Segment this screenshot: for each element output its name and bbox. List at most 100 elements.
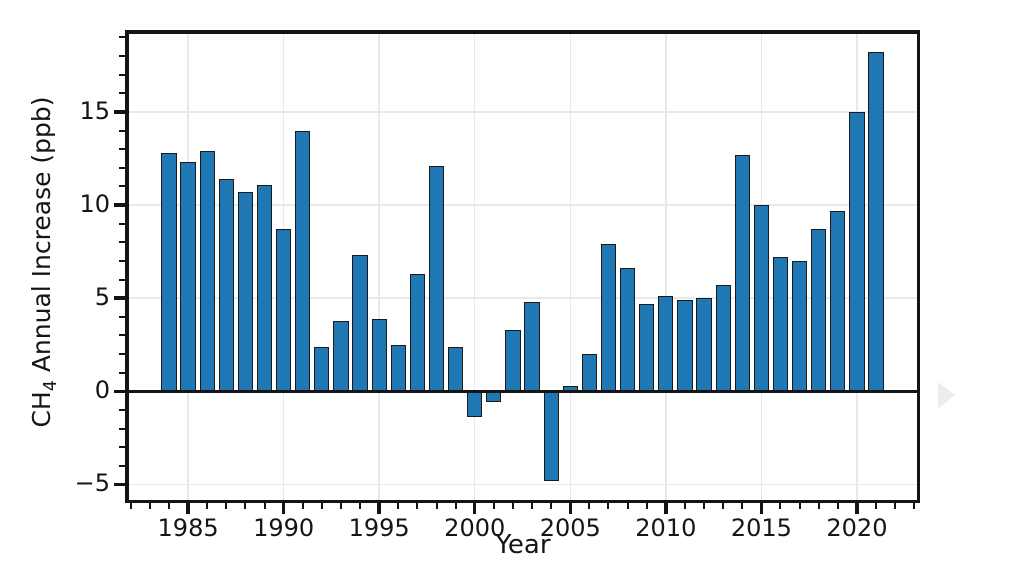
x-minor-tick (894, 503, 897, 509)
y-minor-tick (119, 427, 125, 430)
x-minor-tick (301, 503, 304, 509)
y-major-tick (114, 389, 125, 394)
y-minor-tick (119, 259, 125, 262)
bar-1999 (447, 346, 464, 392)
y-minor-tick (119, 278, 125, 281)
y-minor-tick (119, 148, 125, 151)
bar-1998 (428, 165, 445, 392)
y-major-tick (114, 296, 125, 300)
y-axis-label-suffix: Annual Increase (ppb) (27, 96, 56, 381)
bar-2016 (772, 257, 789, 392)
x-minor-tick (588, 503, 591, 509)
y-axis-label: CH4 Annual Increase (ppb) (27, 96, 61, 427)
x-minor-tick (206, 503, 209, 509)
bar-2014 (734, 154, 750, 392)
y-minor-tick (119, 353, 125, 356)
x-tick-label: 2005 (539, 514, 601, 542)
bar-2002 (505, 329, 521, 392)
x-minor-tick (167, 503, 170, 509)
bar-2019 (830, 210, 846, 392)
bar-2004 (543, 391, 559, 481)
x-major-tick (472, 503, 477, 514)
y-minor-tick (119, 92, 125, 95)
x-major-tick (186, 503, 190, 514)
y-minor-tick (119, 371, 125, 374)
x-minor-tick (244, 503, 247, 509)
x-tick-label: 2010 (635, 514, 697, 542)
x-minor-tick (913, 503, 916, 509)
bar-1994 (352, 255, 368, 392)
bar-2008 (619, 268, 636, 392)
y-minor-tick (119, 36, 125, 39)
x-minor-tick (492, 503, 495, 509)
bar-2020 (849, 111, 865, 392)
y-axis-label-subscript: 4 (41, 380, 61, 392)
bar-1988 (237, 192, 254, 392)
carousel-next-icon[interactable] (938, 382, 955, 409)
x-minor-tick (645, 503, 648, 509)
x-minor-tick (320, 503, 323, 509)
bar-2013 (715, 285, 731, 392)
bar-2001 (486, 391, 502, 403)
bar-2000 (467, 391, 483, 418)
bar-2021 (868, 52, 884, 392)
x-minor-tick (225, 503, 228, 509)
y-minor-tick (119, 55, 125, 58)
bar-1997 (409, 273, 426, 392)
x-minor-tick (683, 503, 686, 509)
x-minor-tick (875, 503, 878, 509)
x-minor-tick (817, 503, 820, 509)
bar-1991 (295, 130, 311, 392)
y-gridline (125, 111, 920, 113)
bar-1993 (333, 320, 349, 392)
x-axis-label: Year (495, 530, 551, 560)
bar-1992 (314, 346, 330, 392)
bar-2007 (600, 244, 617, 392)
x-tick-label: 2000 (444, 514, 506, 542)
y-minor-tick (119, 464, 125, 467)
x-minor-tick (129, 503, 132, 509)
y-major-tick (114, 203, 125, 207)
bar-1984 (161, 152, 177, 392)
x-major-tick (664, 503, 668, 514)
x-minor-tick (607, 503, 610, 509)
x-major-tick (855, 503, 859, 514)
y-minor-tick (119, 222, 125, 225)
bar-1995 (371, 318, 387, 392)
y-gridline (125, 297, 920, 299)
spine-left (125, 30, 129, 503)
x-tick-label: 2015 (730, 514, 792, 542)
x-minor-tick (454, 503, 457, 509)
x-major-tick (377, 503, 381, 514)
x-tick-label: 1995 (348, 514, 410, 542)
bar-1996 (390, 344, 406, 392)
y-minor-tick (119, 185, 125, 188)
y-gridline (125, 483, 920, 486)
x-major-tick (281, 503, 286, 514)
bar-2009 (639, 303, 655, 392)
y-minor-tick (119, 73, 125, 76)
x-minor-tick (626, 503, 629, 509)
x-minor-tick (703, 503, 706, 509)
y-minor-tick (119, 315, 125, 318)
x-gridline (665, 30, 667, 503)
y-minor-tick (119, 129, 125, 132)
spine-right (916, 30, 920, 503)
y-axis-label-prefix: CH (27, 391, 56, 428)
y-tick-label: 5 (94, 283, 110, 312)
bar-1985 (180, 162, 196, 392)
bar-1986 (199, 151, 215, 392)
x-major-tick (759, 503, 764, 514)
bar-2012 (696, 298, 712, 392)
x-minor-tick (836, 503, 839, 509)
y-minor-tick (119, 446, 125, 449)
x-minor-tick (722, 503, 725, 509)
x-minor-tick (416, 503, 419, 509)
x-minor-tick (741, 503, 744, 509)
x-minor-tick (779, 503, 782, 509)
y-tick-label: 0 (94, 376, 110, 405)
x-minor-tick (148, 503, 151, 509)
y-tick-label: −5 (74, 469, 110, 498)
bar-2003 (524, 301, 540, 392)
